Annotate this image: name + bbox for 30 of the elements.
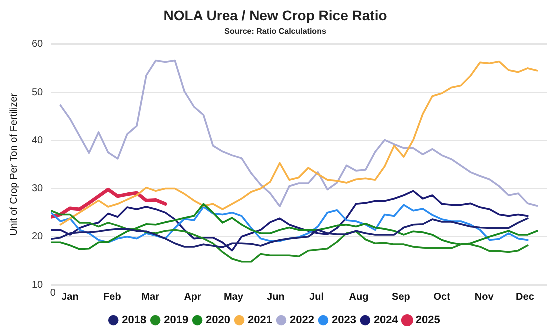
legend-label: 2025 [416,314,440,327]
y-tick-label: 30 [32,184,44,195]
y-tick-label: 60 [32,39,44,50]
x-tick-label: Jun [267,292,285,303]
x-tick-label: Feb [104,292,122,303]
y-tick-label: 40 [32,135,44,146]
chart-subtitle: Source: Ratio Calculations [224,26,327,36]
x-tick-label: Sep [392,292,410,303]
y-tick-label: 20 [32,232,44,243]
legend-label: 2022 [290,314,314,327]
y-axis-title: Unit of Crop Per Ton of Fertilizer [8,92,20,236]
x-tick-label: May [224,292,244,303]
x-tick-label: Apr [184,292,202,303]
legend-label: 2021 [248,314,273,327]
x-tick-label: Aug [349,292,369,303]
y-tick-label: 50 [32,87,44,98]
legend-label: 2018 [122,314,147,327]
x-tick-label: Jul [310,292,324,303]
chart-title: NOLA Urea / New Crop Rice Ratio [164,7,388,24]
legend-label: 2024 [374,314,400,327]
x-tick-label: Nov [474,292,494,303]
x-tick-label: Jan [62,292,79,303]
legend-label: 2020 [206,314,231,327]
legend-label: 2019 [164,314,189,327]
y-tick-label: 10 [32,280,44,291]
legend-label: 2023 [332,314,356,327]
x-tick-label: Oct [434,292,452,303]
x-tick-label: Dec [516,292,535,303]
text: 0 [50,288,56,299]
x-tick-label: Mar [142,292,160,303]
